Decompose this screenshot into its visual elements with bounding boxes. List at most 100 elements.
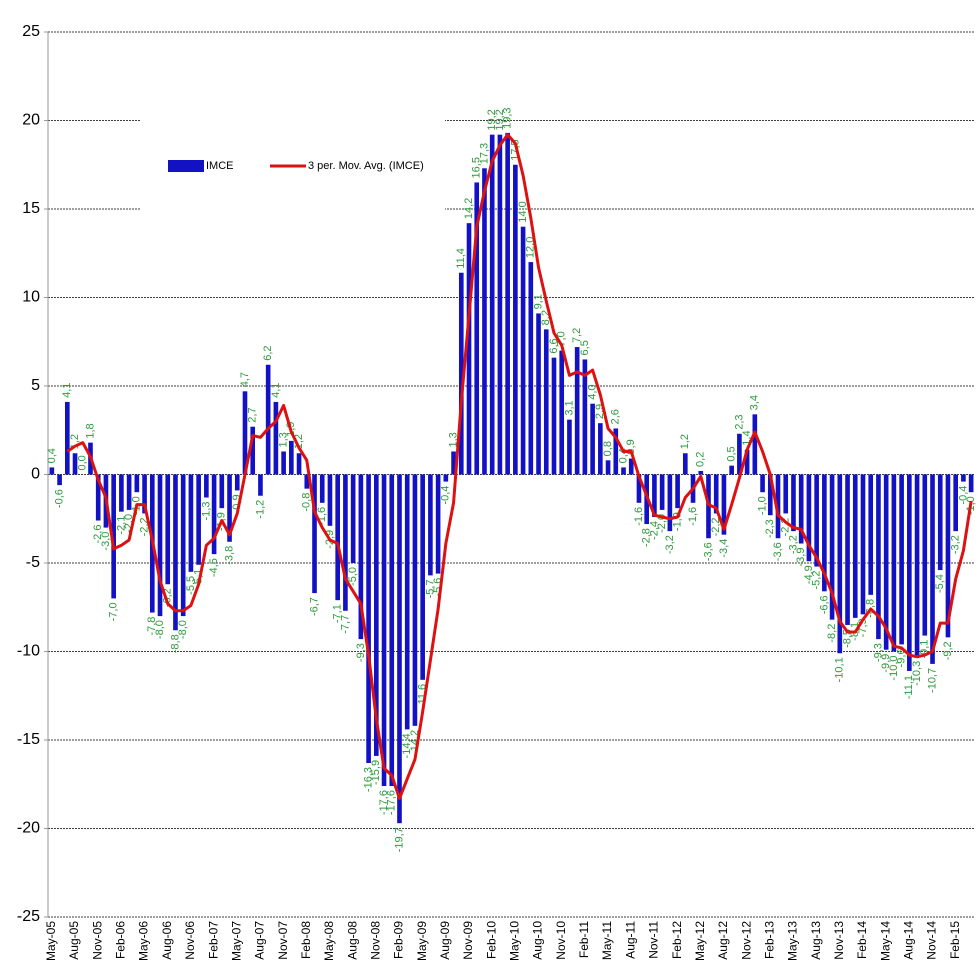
bar [775, 474, 781, 539]
x-tick-label: May-12 [693, 921, 707, 961]
bar [513, 164, 518, 475]
data-label: 14,2 [463, 198, 475, 219]
data-label: 14,0 [517, 201, 529, 222]
data-label: -2,6 [92, 525, 104, 544]
x-tick-label: Nov-12 [739, 921, 753, 960]
data-label: 11,4 [455, 248, 467, 269]
y-tick-label: 20 [22, 112, 40, 129]
x-tick-label: May-07 [229, 921, 243, 961]
data-label: -3,0 [100, 532, 112, 551]
bar [296, 453, 302, 475]
data-label: -6,6 [818, 595, 830, 614]
data-label: -2,4 [648, 521, 660, 540]
bar [520, 226, 526, 475]
bar [837, 474, 843, 654]
bar [157, 474, 163, 617]
bar [922, 474, 928, 636]
bar [497, 134, 503, 475]
data-label: 3,4 [749, 395, 761, 410]
bar [443, 474, 449, 482]
data-label: -1,6 [687, 507, 699, 526]
bar [134, 474, 140, 493]
x-tick-label: Nov-10 [554, 921, 568, 960]
data-label: 0,2 [695, 452, 707, 467]
data-label: -2,2 [710, 517, 722, 536]
bar [767, 474, 773, 516]
bar [474, 182, 480, 475]
bar [482, 168, 487, 475]
data-label: -8,0 [177, 620, 189, 639]
bar [358, 474, 364, 640]
data-label: -1,3 [200, 502, 212, 521]
bar [49, 467, 55, 475]
bar [188, 474, 194, 572]
bar [852, 474, 858, 618]
data-label: -1,2 [254, 500, 266, 519]
x-tick-label: Nov-07 [276, 921, 290, 960]
x-tick-label: Nov-06 [183, 921, 197, 960]
bar [180, 474, 186, 617]
x-tick-label: May-14 [878, 921, 892, 961]
data-label: -1,6 [633, 507, 645, 526]
bar [404, 474, 410, 730]
data-label: -0,8 [301, 493, 313, 512]
data-label: -6,7 [308, 597, 320, 616]
data-label: -10,7 [926, 668, 938, 693]
y-tick-label: -15 [17, 731, 40, 748]
bar [953, 474, 959, 532]
bar [234, 474, 240, 491]
bar [64, 401, 70, 475]
bar [466, 223, 472, 475]
data-label: 4,7 [239, 372, 251, 387]
bar [57, 474, 62, 486]
bar [142, 474, 147, 514]
data-label: 1,3 [278, 432, 290, 447]
bar [930, 474, 935, 664]
legend-label: IMCE [206, 160, 234, 172]
bar [845, 474, 850, 625]
data-label: -9,6 [896, 648, 908, 667]
bar [258, 474, 263, 496]
x-tick-label: Aug-10 [531, 921, 545, 960]
x-tick-label: Nov-11 [647, 921, 661, 959]
x-tick-label: Aug-08 [345, 921, 359, 960]
bar [397, 474, 402, 824]
bar [119, 474, 124, 512]
x-tick-label: May-10 [508, 921, 522, 961]
data-label: 0,8 [602, 441, 614, 456]
data-label: -2,1 [115, 516, 127, 535]
bar [961, 474, 966, 482]
data-label: 1,8 [84, 423, 96, 438]
bar [899, 474, 904, 645]
data-label: 4,0 [587, 384, 599, 399]
data-label: -3,2 [664, 535, 676, 554]
x-tick-label: Aug-11 [623, 921, 637, 959]
bar [760, 474, 765, 493]
data-label: 2,7 [247, 407, 259, 422]
bar [868, 474, 874, 595]
bar [814, 474, 819, 567]
bar [883, 474, 889, 650]
bar [126, 474, 132, 510]
bar [667, 474, 673, 532]
data-label: -2,8 [641, 528, 653, 547]
legend-label: 3 per. Mov. Avg. (IMCE) [308, 160, 424, 172]
bar [505, 132, 510, 475]
data-label: 16,5 [471, 157, 483, 178]
data-label: 1,2 [293, 434, 305, 449]
bar [420, 474, 425, 680]
data-label: -8,5 [841, 629, 853, 648]
bar [628, 458, 634, 475]
bar [289, 440, 294, 475]
data-label: -2,2 [780, 517, 792, 536]
x-tick-label: May-11 [600, 921, 614, 960]
x-tick-label: Aug-09 [438, 921, 452, 960]
bar [621, 467, 626, 475]
data-label: 2,6 [610, 409, 622, 424]
bar [536, 313, 541, 475]
data-label: -8,2 [826, 624, 838, 643]
data-label: -3,9 [795, 548, 807, 567]
bar [567, 419, 572, 475]
data-label: -0,4 [957, 486, 969, 505]
